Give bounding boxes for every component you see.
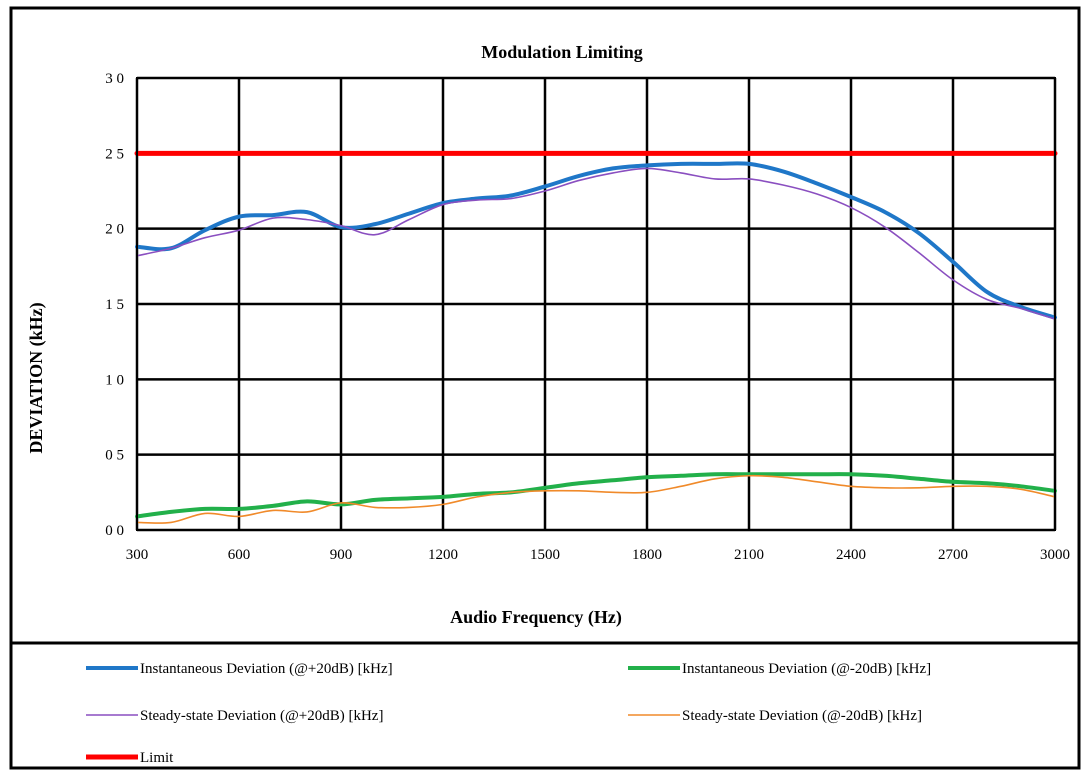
y-axis-label: DEVIATION (kHz) xyxy=(26,302,47,453)
legend-label: Limit xyxy=(140,750,174,766)
legend-label: Steady-state Deviation (@+20dB) [kHz] xyxy=(140,708,383,724)
y-tick-label: 0 5 xyxy=(105,448,124,464)
chart-title: Modulation Limiting xyxy=(481,42,643,62)
x-tick-label: 1200 xyxy=(428,547,458,563)
x-tick-label: 1500 xyxy=(530,547,560,563)
y-tick-label: 0 0 xyxy=(105,523,124,539)
legend-label: Instantaneous Deviation (@+20dB) [kHz] xyxy=(140,661,393,677)
x-tick-label: 300 xyxy=(126,547,149,563)
plot-area-border xyxy=(136,77,1056,531)
x-tick-label: 1800 xyxy=(632,547,662,563)
x-axis-label: Audio Frequency (Hz) xyxy=(450,607,622,628)
legend: Instantaneous Deviation (@+20dB) [kHz] In… xyxy=(86,661,931,766)
series-line-instantaneous-deviation-20db-khz xyxy=(135,472,1057,519)
x-tick-label: 3000 xyxy=(1040,547,1070,563)
series-line-instantaneous-deviation-20db-khz xyxy=(135,161,1057,320)
series-line-steady-state-deviation-20db-khz xyxy=(136,474,1056,524)
axis-ticks: 300 600 900 1200 1500 1800 2100 2400 2700 3000 0 0… xyxy=(105,71,1070,563)
y-tick-label: 1 5 xyxy=(105,297,124,313)
series-line-steady-state-deviation-20db-khz xyxy=(136,167,1056,320)
y-tick-label: 2 5 xyxy=(105,146,124,162)
y-tick-label: 1 0 xyxy=(105,372,124,388)
x-tick-label: 2700 xyxy=(938,547,968,563)
x-tick-label: 2400 xyxy=(836,547,866,563)
x-tick-label: 600 xyxy=(228,547,251,563)
series-lines xyxy=(134,150,1058,524)
legend-label: Instantaneous Deviation (@-20dB) [kHz] xyxy=(682,661,931,677)
legend-label: Steady-state Deviation (@-20dB) [kHz] xyxy=(682,708,922,724)
x-tick-label: 900 xyxy=(330,547,353,563)
x-tick-label: 2100 xyxy=(734,547,764,563)
y-tick-label: 2 0 xyxy=(105,222,124,238)
y-tick-label: 3 0 xyxy=(105,71,124,87)
